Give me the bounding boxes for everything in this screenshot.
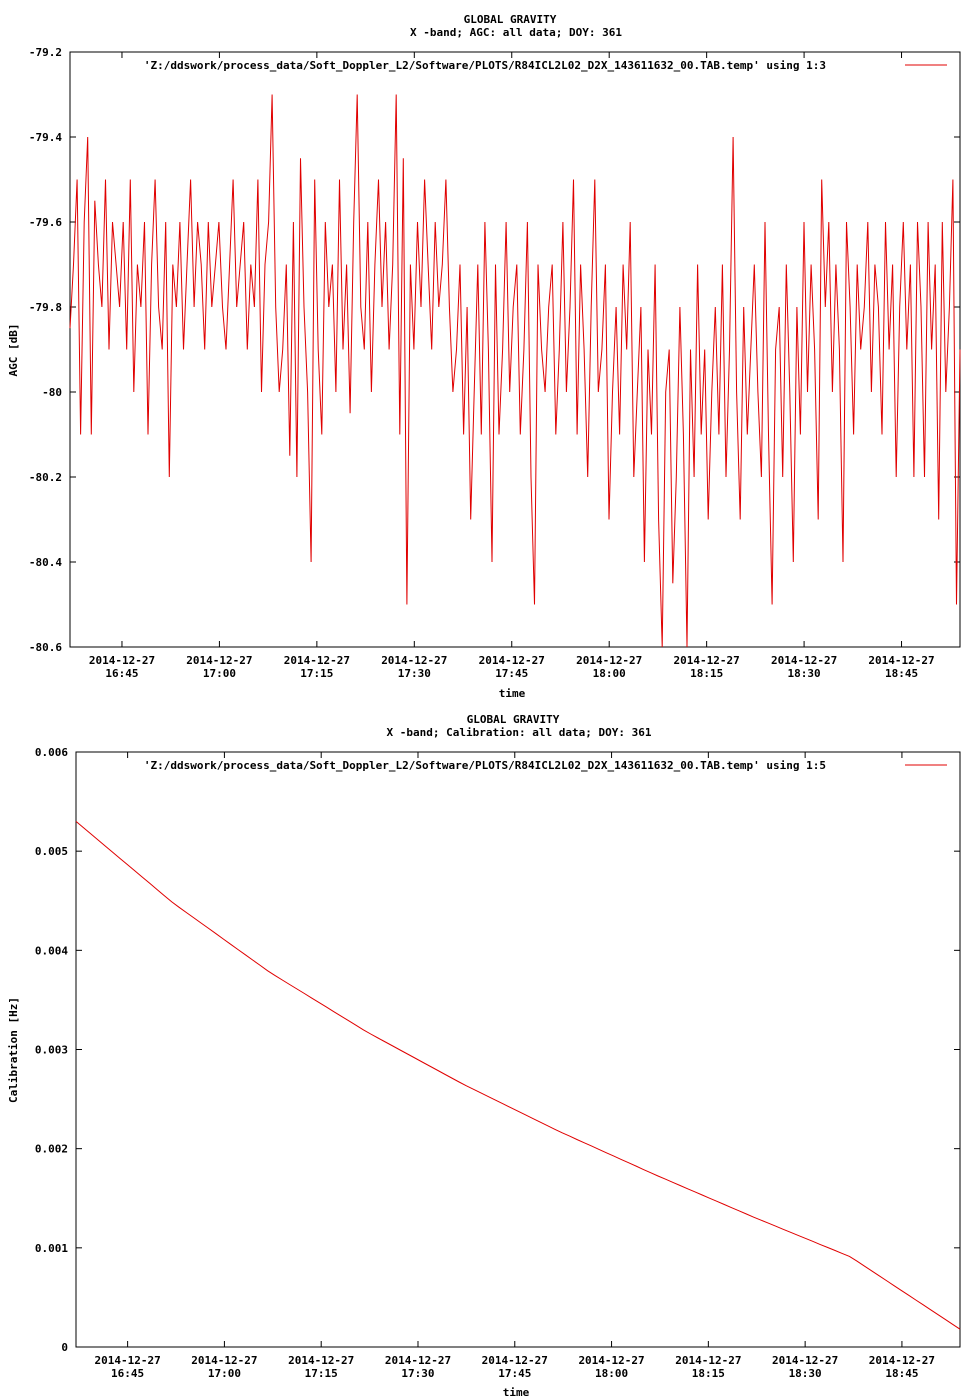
calibration-y-tick-label: 0.006 <box>35 746 68 759</box>
calibration-plot-border <box>75 751 961 1348</box>
calibration-x-tick-date: 2014-12-27 <box>869 1354 935 1367</box>
agc-x-tick-time: 16:45 <box>105 667 138 680</box>
agc-series-line <box>69 94 961 648</box>
calibration-x-ticks: 2014-12-2716:452014-12-2717:002014-12-27… <box>95 752 935 1380</box>
agc-x-tick-time: 18:00 <box>593 667 626 680</box>
calibration-x-axis-label: time <box>503 1386 530 1399</box>
agc-x-ticks: 2014-12-2716:452014-12-2717:002014-12-27… <box>89 52 935 680</box>
agc-plot-border <box>69 51 961 648</box>
calibration-x-tick-time: 16:45 <box>111 1367 144 1380</box>
calibration-x-tick-time: 17:45 <box>498 1367 531 1380</box>
calibration-x-tick-time: 17:00 <box>208 1367 241 1380</box>
agc-x-tick-date: 2014-12-27 <box>576 654 642 667</box>
calibration-y-tick-label: 0.002 <box>35 1143 68 1156</box>
agc-chart-title: GLOBAL GRAVITY <box>464 13 557 26</box>
calibration-y-tick-label: 0.004 <box>35 944 68 957</box>
agc-x-tick-time: 18:30 <box>788 667 821 680</box>
calibration-y-tick-label: 0.001 <box>35 1242 68 1255</box>
agc-x-tick-time: 17:45 <box>495 667 528 680</box>
agc-x-axis-label: time <box>499 687 526 700</box>
agc-x-tick-date: 2014-12-27 <box>868 654 934 667</box>
agc-y-tick-label: -79.2 <box>29 46 62 59</box>
calibration-x-tick-time: 18:00 <box>595 1367 628 1380</box>
agc-x-tick-date: 2014-12-27 <box>381 654 447 667</box>
agc-x-tick-date: 2014-12-27 <box>89 654 155 667</box>
calibration-x-tick-date: 2014-12-27 <box>675 1354 741 1367</box>
agc-y-tick-label: -80.6 <box>29 641 62 654</box>
calibration-x-tick-date: 2014-12-27 <box>288 1354 354 1367</box>
agc-legend-label: 'Z:/ddswork/process_data/Soft_Doppler_L2… <box>144 59 826 72</box>
agc-chart: GLOBAL GRAVITY X -band; AGC: all data; D… <box>7 13 961 700</box>
calibration-y-tick-label: 0.005 <box>35 845 68 858</box>
agc-x-tick-time: 17:00 <box>203 667 236 680</box>
agc-x-tick-time: 17:15 <box>300 667 333 680</box>
calibration-y-axis-label: Calibration [Hz] <box>7 997 20 1103</box>
calibration-x-tick-date: 2014-12-27 <box>772 1354 838 1367</box>
calibration-x-tick-date: 2014-12-27 <box>191 1354 257 1367</box>
calibration-y-tick-label: 0.003 <box>35 1044 68 1057</box>
agc-y-tick-label: -80.4 <box>29 556 62 569</box>
calibration-y-tick-label: 0 <box>61 1341 68 1354</box>
calibration-chart-title: GLOBAL GRAVITY <box>467 713 560 726</box>
calibration-x-tick-date: 2014-12-27 <box>385 1354 451 1367</box>
agc-y-tick-label: -80.2 <box>29 471 62 484</box>
agc-x-tick-time: 18:15 <box>690 667 723 680</box>
agc-x-tick-time: 17:30 <box>398 667 431 680</box>
calibration-x-tick-time: 17:15 <box>305 1367 338 1380</box>
calibration-x-tick-time: 18:45 <box>885 1367 918 1380</box>
agc-y-ticks: -79.2 -79.4 -79.6 -79.8 -80 -80.2 -80.4 -80.6 <box>29 46 960 654</box>
calibration-x-tick-time: 17:30 <box>401 1367 434 1380</box>
agc-y-tick-label: -80 <box>42 386 62 399</box>
agc-x-tick-date: 2014-12-27 <box>771 654 837 667</box>
calibration-x-tick-date: 2014-12-27 <box>578 1354 644 1367</box>
calibration-y-ticks: 0 0.001 0.002 0.003 0.004 0.005 0.006 <box>35 746 960 1354</box>
agc-y-axis-label: AGC [dB] <box>7 324 20 377</box>
calibration-chart-subtitle: X -band; Calibration: all data; DOY: 361 <box>387 726 652 739</box>
agc-x-tick-date: 2014-12-27 <box>186 654 252 667</box>
agc-x-tick-date: 2014-12-27 <box>479 654 545 667</box>
agc-x-tick-time: 18:45 <box>885 667 918 680</box>
calibration-legend-label: 'Z:/ddswork/process_data/Soft_Doppler_L2… <box>144 759 826 772</box>
calibration-series-line <box>75 821 961 1330</box>
agc-y-tick-label: -79.4 <box>29 131 62 144</box>
calibration-chart: GLOBAL GRAVITY X -band; Calibration: all… <box>7 713 961 1399</box>
calibration-x-tick-time: 18:15 <box>692 1367 725 1380</box>
calibration-x-tick-time: 18:30 <box>789 1367 822 1380</box>
agc-y-tick-label: -79.6 <box>29 216 62 229</box>
agc-chart-subtitle: X -band; AGC: all data; DOY: 361 <box>410 26 622 39</box>
calibration-x-tick-date: 2014-12-27 <box>95 1354 161 1367</box>
calibration-x-tick-date: 2014-12-27 <box>482 1354 548 1367</box>
agc-x-tick-date: 2014-12-27 <box>674 654 740 667</box>
agc-x-tick-date: 2014-12-27 <box>284 654 350 667</box>
agc-y-tick-label: -79.8 <box>29 301 62 314</box>
